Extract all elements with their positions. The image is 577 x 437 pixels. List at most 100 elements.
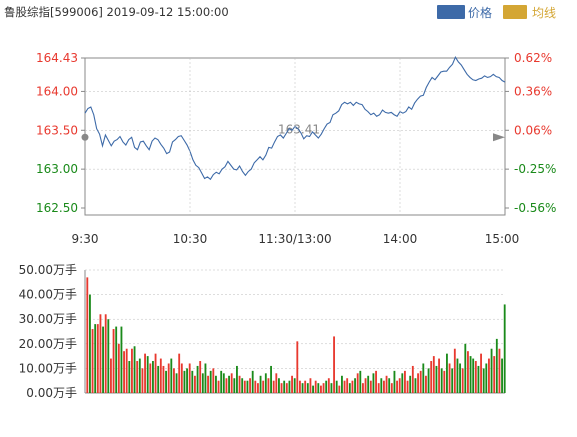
volume-bar <box>225 378 228 393</box>
time-axis: 9:30 10:30 11:30/13:00 14:00 15:00 <box>72 58 520 246</box>
volume-bar <box>159 358 162 393</box>
volume-bar <box>438 358 440 393</box>
volume-bar <box>136 361 139 393</box>
volume-bar <box>238 375 241 393</box>
volume-bar <box>249 378 251 393</box>
volume-bar <box>110 358 112 393</box>
volume-bar <box>453 348 456 393</box>
volume-bar <box>346 378 349 393</box>
volume-bar <box>322 383 325 393</box>
volume-bar <box>222 373 225 393</box>
volume-bar <box>330 383 333 393</box>
volume-bar <box>490 348 493 393</box>
volume-bar <box>257 383 259 393</box>
volume-bar <box>375 370 377 393</box>
volume-bar <box>128 361 131 393</box>
volume-bar <box>212 368 215 393</box>
volume-bar <box>186 368 188 393</box>
volume-bar <box>133 346 136 393</box>
chart-title: 鲁股综指[599006] 2019-09-12 15:00:00 <box>4 5 229 19</box>
volume-bar <box>251 370 254 393</box>
volume-bar <box>495 338 498 393</box>
volume-bar <box>367 375 370 393</box>
volume-bar <box>335 380 338 393</box>
volume-bar <box>451 368 454 393</box>
price-left-tick-label: 164.43 <box>36 51 78 65</box>
volume-bar <box>309 378 312 393</box>
volume-bar <box>207 375 209 393</box>
volume-tick-label: 20.00万手 <box>19 337 77 351</box>
volume-bar <box>123 351 125 393</box>
volume-bar <box>146 356 149 393</box>
volume-bar <box>199 361 202 393</box>
time-tick-label: 9:30 <box>72 232 99 246</box>
price-right-tick-label: -0.56% <box>514 201 556 215</box>
volume-bar <box>183 370 186 393</box>
volume-bar <box>188 363 191 393</box>
volume-bar <box>233 378 236 393</box>
volume-bar <box>288 380 291 393</box>
volume-bar <box>283 380 286 393</box>
volume-bar <box>377 383 380 393</box>
volume-bar <box>503 304 506 393</box>
volume-bar <box>115 326 118 393</box>
volume-bar <box>393 370 396 393</box>
volume-bar <box>409 375 412 393</box>
volume-bar <box>165 370 167 393</box>
legend-label-avg[interactable]: 均线 <box>532 6 556 20</box>
volume-bar <box>264 373 267 393</box>
volume-bar <box>383 380 385 393</box>
time-tick-label: 11:30/13:00 <box>258 232 331 246</box>
volume-tick-label: 10.00万手 <box>19 361 77 375</box>
price-right-tick-label: 0.36% <box>514 84 552 98</box>
price-left-tick-label: 162.50 <box>36 201 78 215</box>
volume-bar <box>425 375 427 393</box>
volume-bar <box>390 383 393 393</box>
volume-bar <box>102 326 104 393</box>
volume-bar <box>456 358 459 393</box>
time-tick-label: 15:00 <box>485 232 520 246</box>
volume-bar <box>131 348 133 393</box>
volume-bar <box>125 348 128 393</box>
volume-bar <box>107 319 110 393</box>
volume-bar <box>112 329 115 393</box>
volume-bar <box>396 380 398 393</box>
reference-marker-dot <box>81 133 89 141</box>
volume-bar <box>422 363 425 393</box>
volume-bar <box>196 365 199 393</box>
volume-bar <box>388 378 391 393</box>
volume-bar <box>154 353 157 393</box>
reference-marker-arrow <box>493 133 505 142</box>
price-right-tick-label: -0.25% <box>514 162 556 176</box>
volume-bar <box>217 380 220 393</box>
volume-bar <box>96 324 99 393</box>
volume-bar <box>91 329 94 393</box>
price-left-tick-label: 164.00 <box>36 84 78 98</box>
volume-bar <box>414 378 417 393</box>
volume-bar <box>262 380 265 393</box>
volume-bar <box>230 373 233 393</box>
volume-bar <box>194 375 196 393</box>
volume-bar <box>398 378 401 393</box>
volume-bar <box>493 356 496 393</box>
volume-bar <box>167 363 170 393</box>
volume-bar <box>362 383 364 393</box>
volume-bar <box>162 365 165 393</box>
volume-bar <box>99 314 102 393</box>
volume-bar <box>446 353 448 393</box>
volume-bar <box>406 380 409 393</box>
volume-bar <box>443 370 446 393</box>
volume-bar <box>472 358 475 393</box>
volume-bar <box>117 343 120 393</box>
volume-bar <box>104 314 107 393</box>
volume-bar <box>280 383 283 393</box>
volume-bar <box>467 351 469 393</box>
legend-label-price[interactable]: 价格 <box>468 5 492 20</box>
volume-bar <box>498 348 501 393</box>
volume-bar <box>404 370 406 393</box>
volume-bar <box>144 353 146 393</box>
volume-bars <box>86 277 506 393</box>
volume-bar <box>354 378 356 393</box>
chart-header: 鲁股综指[599006] 2019-09-12 15:00:00 价格 均线 <box>4 5 556 20</box>
volume-bar <box>180 363 183 393</box>
